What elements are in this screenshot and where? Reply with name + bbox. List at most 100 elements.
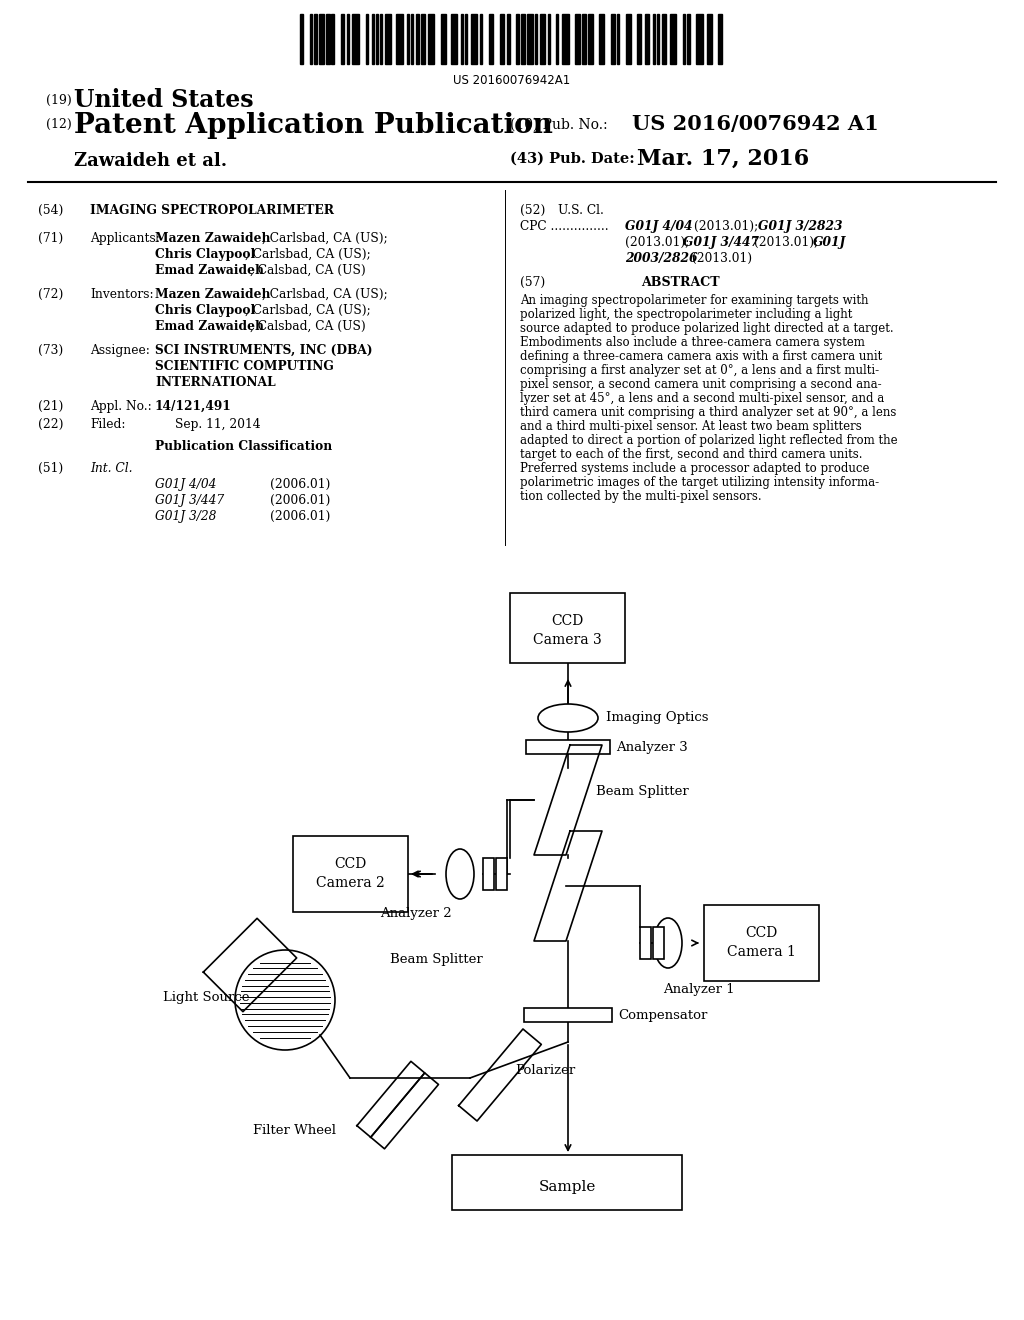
Text: Sample: Sample: [539, 1180, 596, 1195]
Bar: [705, 906, 819, 981]
Ellipse shape: [446, 849, 474, 899]
Bar: [461, 15, 463, 63]
Bar: [309, 15, 312, 63]
Bar: [653, 927, 664, 960]
Text: IMAGING SPECTROPOLARIMETER: IMAGING SPECTROPOLARIMETER: [90, 205, 334, 216]
Text: , Calsbad, CA (US): , Calsbad, CA (US): [250, 264, 366, 277]
Bar: [341, 15, 344, 63]
Text: CPC ...............: CPC ...............: [520, 220, 612, 234]
Bar: [637, 15, 641, 63]
Bar: [396, 15, 402, 63]
Text: , Calsbad, CA (US): , Calsbad, CA (US): [250, 319, 366, 333]
Text: G01J 4/04: G01J 4/04: [155, 478, 216, 491]
Text: Assignee:: Assignee:: [90, 345, 150, 356]
Bar: [718, 15, 722, 63]
Bar: [380, 15, 382, 63]
Text: Appl. No.:: Appl. No.:: [90, 400, 152, 413]
Bar: [496, 858, 507, 890]
Bar: [428, 15, 434, 63]
Bar: [319, 15, 324, 63]
Text: Imaging Optics: Imaging Optics: [606, 711, 709, 725]
Text: US 2016/0076942 A1: US 2016/0076942 A1: [632, 114, 879, 135]
Bar: [421, 15, 425, 63]
Text: CCD: CCD: [335, 857, 367, 871]
Bar: [663, 15, 666, 63]
Text: Mazen Zawaideh: Mazen Zawaideh: [155, 232, 270, 246]
Text: 14/121,491: 14/121,491: [155, 400, 231, 413]
Bar: [687, 15, 690, 63]
Text: (71): (71): [38, 232, 63, 246]
Text: Zawaideh et al.: Zawaideh et al.: [74, 152, 227, 170]
Text: CCD: CCD: [551, 614, 584, 628]
Bar: [556, 15, 558, 63]
Text: Light Source: Light Source: [163, 991, 250, 1005]
Bar: [416, 15, 419, 63]
Text: Chris Claypool: Chris Claypool: [155, 248, 255, 261]
Bar: [526, 15, 534, 63]
Text: Compensator: Compensator: [618, 1008, 708, 1022]
Bar: [524, 1008, 612, 1022]
Text: defining a three-camera camera axis with a first camera unit: defining a three-camera camera axis with…: [520, 350, 883, 363]
Text: US 20160076942A1: US 20160076942A1: [454, 74, 570, 87]
Bar: [376, 15, 378, 63]
Bar: [610, 15, 615, 63]
Bar: [696, 15, 703, 63]
Bar: [707, 15, 712, 63]
Bar: [670, 15, 677, 63]
Text: (21): (21): [38, 400, 63, 413]
Text: (19): (19): [46, 94, 72, 107]
Text: (2006.01): (2006.01): [270, 478, 331, 491]
Bar: [526, 741, 610, 754]
Text: Beam Splitter: Beam Splitter: [390, 953, 482, 966]
Bar: [451, 15, 457, 63]
Text: Emad Zawaideh: Emad Zawaideh: [155, 319, 264, 333]
Text: U.S. Cl.: U.S. Cl.: [558, 205, 604, 216]
Bar: [385, 15, 391, 63]
Text: source adapted to produce polarized light directed at a target.: source adapted to produce polarized ligh…: [520, 322, 894, 335]
Text: (2013.01);: (2013.01);: [750, 236, 822, 249]
Text: Mazen Zawaideh: Mazen Zawaideh: [155, 288, 270, 301]
Text: INTERNATIONAL: INTERNATIONAL: [155, 376, 275, 389]
Text: G01J 3/447: G01J 3/447: [683, 236, 759, 249]
Text: polarized light, the spectropolarimeter including a light: polarized light, the spectropolarimeter …: [520, 308, 852, 321]
Text: (72): (72): [38, 288, 63, 301]
Bar: [500, 15, 504, 63]
Text: tion collected by the multi-pixel sensors.: tion collected by the multi-pixel sensor…: [520, 490, 762, 503]
Text: Analyzer 3: Analyzer 3: [616, 741, 688, 754]
Text: comprising a first analyzer set at 0°, a lens and a first multi-: comprising a first analyzer set at 0°, a…: [520, 364, 880, 378]
Text: (12): (12): [46, 117, 72, 131]
Bar: [332, 15, 334, 63]
Text: G01J: G01J: [813, 236, 846, 249]
Text: An imaging spectropolarimeter for examining targets with: An imaging spectropolarimeter for examin…: [520, 294, 868, 308]
Text: SCI INSTRUMENTS, INC (DBA): SCI INSTRUMENTS, INC (DBA): [155, 345, 373, 356]
Text: (57): (57): [520, 276, 545, 289]
Bar: [516, 15, 519, 63]
Bar: [617, 15, 620, 63]
Bar: [599, 15, 604, 63]
Text: Patent Application Publication: Patent Application Publication: [74, 112, 553, 139]
Text: (54): (54): [38, 205, 63, 216]
Text: (2013.01);: (2013.01);: [690, 220, 762, 234]
Text: (2013.01): (2013.01): [688, 252, 752, 265]
Bar: [326, 15, 330, 63]
Text: Chris Claypool: Chris Claypool: [155, 304, 255, 317]
Bar: [407, 15, 409, 63]
Text: Filter Wheel: Filter Wheel: [253, 1123, 336, 1137]
Text: 2003/2826: 2003/2826: [625, 252, 697, 265]
Text: G01J 4/04: G01J 4/04: [625, 220, 692, 234]
Text: Filed:: Filed:: [90, 418, 126, 432]
Text: (43) Pub. Date:: (43) Pub. Date:: [510, 152, 635, 166]
Bar: [471, 15, 477, 63]
Bar: [507, 15, 510, 63]
Bar: [575, 15, 581, 63]
Text: Beam Splitter: Beam Splitter: [596, 785, 689, 799]
Bar: [480, 15, 482, 63]
Text: third camera unit comprising a third analyzer set at 90°, a lens: third camera unit comprising a third ana…: [520, 407, 896, 418]
Bar: [548, 15, 550, 63]
Text: Emad Zawaideh: Emad Zawaideh: [155, 264, 264, 277]
Text: Inventors:: Inventors:: [90, 288, 154, 301]
Bar: [652, 15, 655, 63]
Text: (2006.01): (2006.01): [270, 510, 331, 523]
Bar: [465, 15, 467, 63]
Text: lyzer set at 45°, a lens and a second multi-pixel sensor, and a: lyzer set at 45°, a lens and a second mu…: [520, 392, 885, 405]
